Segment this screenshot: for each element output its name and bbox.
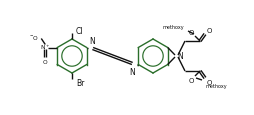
Text: O: O — [207, 79, 212, 85]
Text: N: N — [177, 52, 183, 61]
Text: $^{-}$O: $^{-}$O — [29, 33, 39, 41]
Text: methoxy: methoxy — [206, 83, 228, 88]
Text: N: N — [90, 37, 96, 46]
Text: Cl: Cl — [76, 26, 84, 35]
Text: N: N — [130, 67, 135, 76]
Text: N$^+$: N$^+$ — [40, 43, 50, 52]
Text: Br: Br — [76, 79, 84, 88]
Text: O: O — [189, 30, 194, 36]
Text: O: O — [207, 28, 212, 34]
Text: O: O — [189, 77, 194, 83]
Text: O: O — [43, 60, 47, 65]
Text: methoxy: methoxy — [162, 25, 184, 30]
